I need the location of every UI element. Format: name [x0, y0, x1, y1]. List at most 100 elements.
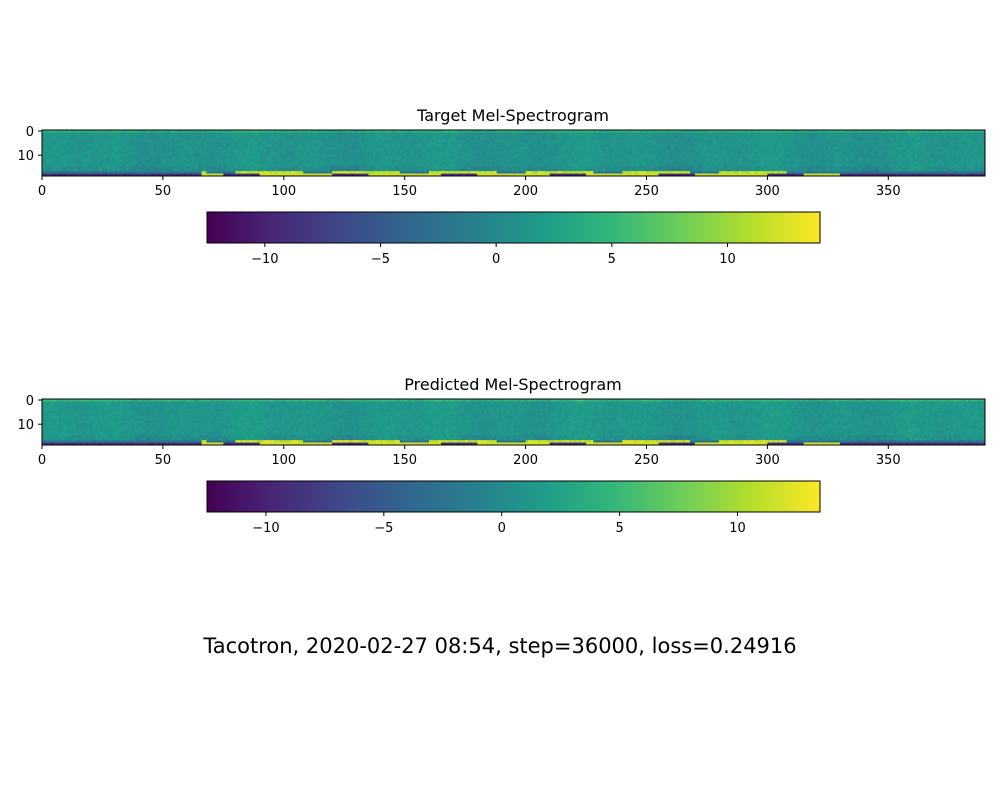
heatmap-cell: [854, 142, 858, 145]
heatmap-cell: [349, 137, 352, 141]
heatmap-cell: [890, 156, 894, 160]
heatmap-cell: [535, 151, 539, 155]
heatmap-cell: [242, 130, 246, 133]
heatmap-cell: [453, 144, 456, 148]
heatmap-cell: [975, 149, 979, 153]
heatmap-cell: [399, 137, 403, 141]
heatmap-cell: [554, 159, 558, 162]
heatmap-cell: [699, 130, 703, 133]
heatmap-cell: [409, 146, 413, 150]
heatmap-cell: [677, 159, 681, 162]
heatmap-cell: [687, 154, 691, 158]
heatmap-cell: [564, 144, 568, 148]
heatmap-cell: [411, 142, 415, 145]
heatmap-cell: [42, 146, 45, 150]
heatmap-cell: [656, 134, 659, 138]
heatmap-cell: [535, 156, 539, 160]
heatmap-cell: [223, 144, 227, 148]
heatmap-cell: [839, 137, 843, 141]
heatmap-cell: [682, 154, 686, 158]
heatmap-cell: [235, 139, 239, 143]
heatmap-cell: [849, 139, 853, 143]
heatmap-cell: [881, 156, 884, 160]
heatmap-cell: [436, 134, 439, 138]
heatmap-cell: [49, 151, 53, 155]
heatmap-cell: [414, 144, 418, 148]
heatmap-cell: [375, 156, 379, 160]
heatmap-cell: [731, 142, 734, 145]
heatmap-cell: [808, 134, 812, 138]
heatmap-cell: [387, 137, 391, 141]
heatmap-cell: [873, 139, 877, 143]
heatmap-cell: [477, 137, 481, 141]
heatmap-cell: [743, 134, 747, 138]
heatmap-cell: [924, 130, 928, 133]
heatmap-cell: [530, 149, 534, 153]
heatmap-cell: [150, 146, 154, 150]
heatmap-cell: [61, 156, 65, 160]
heatmap-cell: [699, 159, 703, 162]
heatmap-cell: [721, 159, 725, 162]
heatmap-cell: [370, 146, 374, 150]
heatmap-cell: [206, 156, 210, 160]
heatmap-cell: [324, 139, 328, 143]
heatmap-cell: [220, 144, 224, 148]
heatmap-cell: [528, 137, 531, 141]
heatmap-cell: [960, 151, 964, 155]
heatmap-cell: [728, 137, 732, 141]
heatmap-cell: [288, 137, 292, 141]
heatmap-cell: [513, 151, 517, 155]
heatmap-cell: [588, 130, 592, 133]
heatmap-cell: [199, 130, 202, 133]
heatmap-cell: [902, 132, 906, 136]
heatmap-cell: [743, 130, 747, 133]
heatmap-cell: [409, 137, 413, 141]
heatmap-cell: [644, 146, 647, 150]
heatmap-cell: [854, 130, 858, 133]
heatmap-cell: [883, 146, 887, 150]
heatmap-cell: [549, 144, 553, 148]
heatmap-cell: [496, 149, 500, 153]
heatmap-cell: [648, 144, 652, 148]
heatmap-cell: [943, 151, 947, 155]
heatmap-cell: [895, 151, 899, 155]
heatmap-cell: [743, 139, 747, 143]
heatmap-cell: [646, 151, 650, 155]
heatmap-cell: [646, 130, 650, 133]
heatmap-cell: [341, 144, 345, 148]
heatmap-cell: [593, 130, 597, 133]
heatmap-cell: [629, 137, 633, 141]
heatmap-cell: [225, 142, 229, 145]
heatmap-cell: [63, 139, 67, 143]
heatmap-cell: [982, 130, 986, 133]
heatmap-cell: [777, 139, 780, 143]
heatmap-cell: [143, 137, 147, 141]
heatmap-cell: [542, 159, 546, 162]
heatmap-cell: [810, 134, 814, 138]
heatmap-cell: [315, 159, 319, 162]
heatmap-cell: [941, 144, 945, 148]
heatmap-cell: [349, 151, 352, 155]
heatmap-cell: [622, 130, 626, 133]
heatmap-cell: [216, 142, 219, 145]
heatmap-cell: [491, 151, 495, 155]
heatmap-cell: [305, 159, 309, 162]
heatmap-cell: [905, 132, 909, 136]
heatmap-cell: [486, 156, 490, 160]
heatmap-cell: [63, 151, 67, 155]
heatmap-cell: [503, 144, 507, 148]
heatmap-cell: [264, 134, 268, 138]
heatmap-cell: [552, 154, 556, 158]
heatmap-cell: [276, 159, 280, 162]
heatmap-cell: [868, 130, 872, 133]
heatmap-cell: [513, 144, 517, 148]
heatmap-cell: [455, 130, 459, 133]
heatmap-cell: [769, 134, 773, 138]
heatmap-cell: [518, 154, 522, 158]
heatmap-cell: [97, 142, 101, 145]
heatmap-cell: [189, 149, 193, 153]
heatmap-cell: [929, 149, 933, 153]
heatmap-cell: [293, 146, 297, 150]
heatmap-cell: [547, 130, 551, 133]
heatmap-cell: [496, 132, 500, 136]
